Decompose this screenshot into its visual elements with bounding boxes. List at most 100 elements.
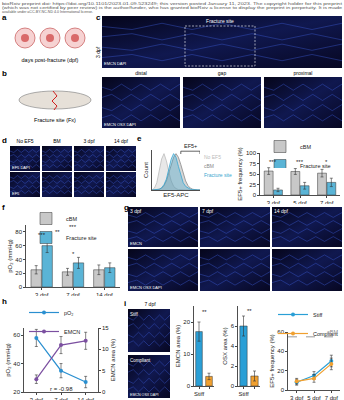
- svg-text:f: f: [2, 203, 5, 212]
- svg-text:14 dpf: 14 dpf: [96, 292, 113, 296]
- svg-text:Fracture site: Fracture site: [300, 163, 331, 168]
- svg-text:Fracture site: Fracture site: [206, 18, 234, 24]
- svg-text:3 dpf: 3 dpf: [95, 46, 101, 58]
- svg-text:14 dpf: 14 dpf: [114, 138, 129, 144]
- svg-text:***: ***: [296, 159, 304, 165]
- svg-text:3 dpf: 3 dpf: [83, 138, 95, 144]
- svg-text:EF5+ frequency (%): EF5+ frequency (%): [269, 334, 275, 388]
- svg-text:100: 100: [246, 150, 257, 156]
- svg-text:pO₂ (mmHg): pO₂ (mmHg): [7, 239, 13, 273]
- svg-text:days post-fracture (dpf): days post-fracture (dpf): [22, 57, 79, 63]
- svg-text:14 dpf: 14 dpf: [77, 397, 94, 400]
- svg-text:0: 0: [19, 284, 23, 290]
- svg-text:g: g: [124, 203, 129, 212]
- svg-text:Count: Count: [143, 162, 149, 178]
- svg-text:***: ***: [69, 224, 77, 230]
- svg-text:4: 4: [231, 343, 235, 349]
- svg-text:Fracture site: Fracture site: [66, 235, 97, 241]
- svg-text:Stiff: Stiff: [130, 312, 138, 317]
- svg-text:75: 75: [249, 161, 256, 167]
- svg-text:h: h: [2, 297, 7, 306]
- svg-text:80: 80: [15, 229, 22, 235]
- svg-text:i: i: [124, 299, 126, 308]
- svg-text:Stiff: Stiff: [194, 391, 205, 397]
- svg-text:7 dpf: 7 dpf: [320, 200, 334, 204]
- svg-text:**: **: [202, 309, 207, 315]
- svg-text:14 dpf: 14 dpf: [274, 208, 289, 214]
- svg-text:0: 0: [281, 387, 285, 393]
- svg-text:60: 60: [13, 332, 20, 338]
- svg-text:0: 0: [253, 192, 257, 198]
- svg-text:EMCN DAPI: EMCN DAPI: [104, 61, 126, 66]
- svg-text:5 dpf: 5 dpf: [293, 200, 307, 204]
- svg-text:available under aCC-BY-NC-ND 4: available under aCC-BY-NC-ND 4.0 Interna…: [2, 10, 93, 14]
- svg-text:5: 5: [102, 368, 106, 374]
- svg-text:Stiff: Stiff: [238, 391, 249, 397]
- svg-text:Compliant: Compliant: [130, 358, 151, 363]
- svg-text:r = -0.98: r = -0.98: [50, 386, 73, 392]
- svg-text:15: 15: [102, 325, 109, 331]
- svg-text:3 dpf: 3 dpf: [267, 200, 281, 204]
- svg-text:20: 20: [183, 319, 190, 325]
- svg-text:60: 60: [15, 243, 22, 249]
- svg-text:Stiff: Stiff: [313, 312, 323, 318]
- svg-text:40: 40: [277, 348, 284, 354]
- svg-text:d: d: [2, 136, 7, 145]
- svg-text:No EF5: No EF5: [204, 154, 221, 160]
- svg-text:***: ***: [269, 159, 277, 165]
- svg-text:*: *: [72, 251, 75, 257]
- svg-text:40: 40: [15, 257, 22, 263]
- svg-text:EF5 DAPI: EF5 DAPI: [12, 165, 30, 170]
- svg-text:60: 60: [277, 329, 284, 335]
- svg-text:EMCN area (%): EMCN area (%): [175, 325, 181, 367]
- svg-text:2: 2: [231, 363, 235, 369]
- svg-text:25: 25: [249, 182, 256, 188]
- svg-text:6: 6: [231, 323, 235, 329]
- svg-text:proximal: proximal: [294, 70, 313, 76]
- svg-text:EMCN OSX DAPI: EMCN OSX DAPI: [104, 122, 136, 127]
- svg-text:5 dpf: 5 dpf: [307, 395, 321, 400]
- svg-text:7 dpf: 7 dpf: [325, 395, 339, 400]
- svg-text:10: 10: [183, 351, 190, 357]
- svg-text:BM: BM: [53, 138, 61, 144]
- svg-text:Compliant: Compliant: [313, 331, 338, 337]
- svg-text:20: 20: [277, 368, 284, 374]
- svg-text:20: 20: [13, 389, 20, 395]
- svg-text:7 dpf: 7 dpf: [66, 292, 80, 296]
- svg-text:7 dpf: 7 dpf: [202, 208, 214, 214]
- svg-text:0: 0: [102, 389, 106, 395]
- svg-text:50: 50: [249, 171, 256, 177]
- svg-text:distal: distal: [135, 70, 147, 76]
- svg-text:***: ***: [38, 232, 46, 238]
- svg-text:EMCN OSX DAPI: EMCN OSX DAPI: [130, 393, 159, 397]
- svg-text:a: a: [2, 13, 7, 22]
- svg-text:EMCN: EMCN: [64, 329, 80, 335]
- svg-text:pO₂ (mmHg): pO₂ (mmHg): [5, 343, 11, 377]
- svg-text:EMCN: EMCN: [130, 241, 142, 246]
- svg-text:cBM: cBM: [327, 329, 338, 335]
- svg-text:EMCN area (%): EMCN area (%): [110, 339, 116, 381]
- svg-text:3 dpf: 3 dpf: [30, 397, 44, 400]
- svg-text:10: 10: [102, 346, 109, 352]
- svg-text:No EF5: No EF5: [17, 138, 34, 144]
- svg-text:**: **: [247, 308, 252, 314]
- svg-text:OSX area (%): OSX area (%): [222, 327, 228, 364]
- svg-text:7 dpf: 7 dpf: [144, 301, 156, 307]
- svg-text:**: **: [55, 229, 60, 235]
- svg-text:EF5+ frequency (%): EF5+ frequency (%): [237, 147, 243, 201]
- svg-text:0: 0: [187, 383, 191, 389]
- svg-text:40: 40: [13, 361, 20, 367]
- svg-text:3 dpf: 3 dpf: [290, 395, 304, 400]
- svg-text:20: 20: [15, 270, 22, 276]
- svg-text:cBM: cBM: [204, 163, 214, 169]
- svg-text:pO₂: pO₂: [64, 310, 73, 316]
- svg-text:EMCN OSX DAPI: EMCN OSX DAPI: [130, 285, 162, 290]
- svg-text:Fracture site (Fx): Fracture site (Fx): [34, 117, 76, 123]
- svg-text:3 dpf: 3 dpf: [130, 208, 142, 214]
- svg-text:3 dpf: 3 dpf: [35, 292, 49, 296]
- svg-text:EF5-APC: EF5-APC: [163, 192, 189, 198]
- svg-text:cBM: cBM: [300, 144, 311, 150]
- svg-text:0: 0: [231, 383, 235, 389]
- svg-text:7 dpf: 7 dpf: [54, 397, 68, 400]
- svg-text:EF5: EF5: [12, 191, 20, 196]
